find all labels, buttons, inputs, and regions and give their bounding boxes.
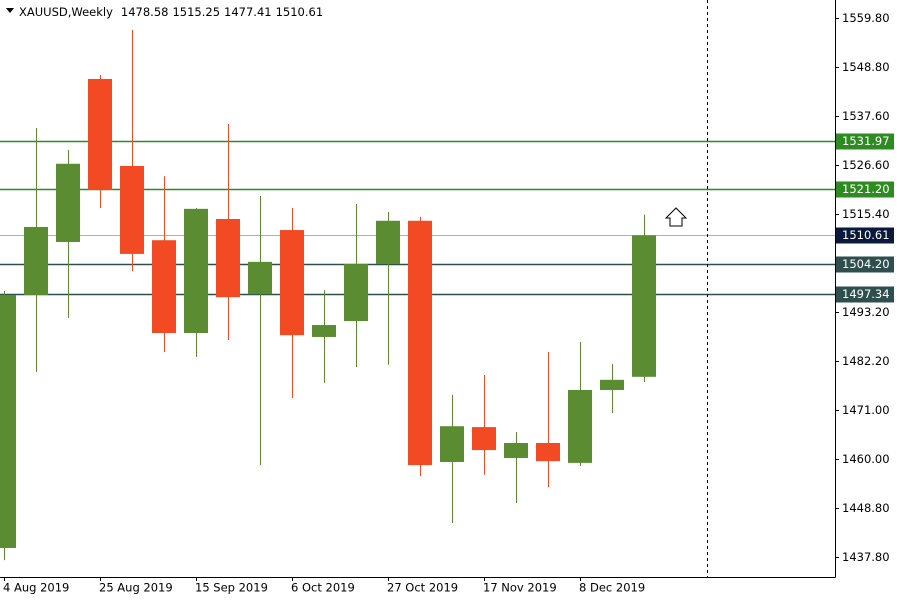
level-label-box: [836, 286, 894, 303]
candle-body: [536, 442, 560, 462]
header-close: 1510.61: [276, 5, 324, 19]
y-tick-label: 1559.80: [842, 11, 890, 25]
y-tick-label: 1515.40: [842, 207, 890, 221]
candle-body: [472, 427, 496, 451]
candle-body: [376, 220, 400, 265]
chart-header: XAUUSD,Weekly 1478.58 1515.25 1477.41 1510.6…: [19, 5, 323, 19]
x-tick-label: 27 Oct 2019: [387, 581, 458, 595]
candle-body: [152, 240, 176, 333]
header-open: 1478.58: [121, 5, 169, 19]
level-label: 1504.20: [842, 257, 890, 271]
x-tick-label: 6 Oct 2019: [291, 581, 355, 595]
y-tick-label: 1448.80: [842, 501, 890, 515]
level-label-box: [836, 256, 894, 273]
header-triangle: [6, 8, 14, 13]
candle-body: [216, 219, 240, 298]
candle-body: [88, 78, 112, 190]
level-label-box: [836, 227, 894, 244]
candle-body: [600, 379, 624, 390]
candle-body: [408, 220, 432, 466]
candle-body: [504, 442, 528, 459]
level-label: 1531.97: [842, 134, 890, 148]
symbol: XAUUSD,Weekly: [19, 5, 113, 19]
candle-body: [632, 235, 656, 377]
candle-body: [312, 325, 336, 337]
level-label: 1497.34: [842, 287, 890, 301]
candle-body: [280, 230, 304, 336]
x-tick-label: 8 Dec 2019: [579, 581, 645, 595]
y-tick-label: 1548.80: [842, 60, 890, 74]
y-tick-label: 1460.00: [842, 452, 890, 466]
candle-body: [56, 163, 80, 242]
candle-body: [440, 426, 464, 462]
header-low: 1477.41: [224, 5, 272, 19]
header-high: 1515.25: [172, 5, 220, 19]
level-label: 1521.20: [842, 182, 890, 196]
plot-area: [0, 29, 835, 561]
candle-body: [0, 294, 16, 548]
candle-body: [344, 264, 368, 322]
candle-body: [120, 165, 144, 254]
level-label-box: [836, 133, 894, 150]
y-tick-label: 1493.20: [842, 305, 890, 319]
x-tick-label: 15 Sep 2019: [195, 581, 268, 595]
candle-body: [184, 208, 208, 333]
level-label: 1510.61: [842, 228, 890, 242]
candle-body: [248, 261, 272, 295]
x-tick-label: 4 Aug 2019: [3, 581, 69, 595]
candle-body: [568, 389, 592, 463]
y-tick-label: 1471.00: [842, 403, 890, 417]
y-tick-label: 1526.60: [842, 158, 890, 172]
x-tick-label: 17 Nov 2019: [483, 581, 557, 595]
level-label-box: [836, 181, 894, 198]
x-tick-label: 25 Aug 2019: [99, 581, 173, 595]
y-tick-label: 1537.60: [842, 109, 890, 123]
candle-body: [24, 226, 48, 295]
y-tick-label: 1437.80: [842, 550, 890, 564]
y-tick-label: 1482.20: [842, 354, 890, 368]
arrow-up-icon: [664, 207, 688, 227]
